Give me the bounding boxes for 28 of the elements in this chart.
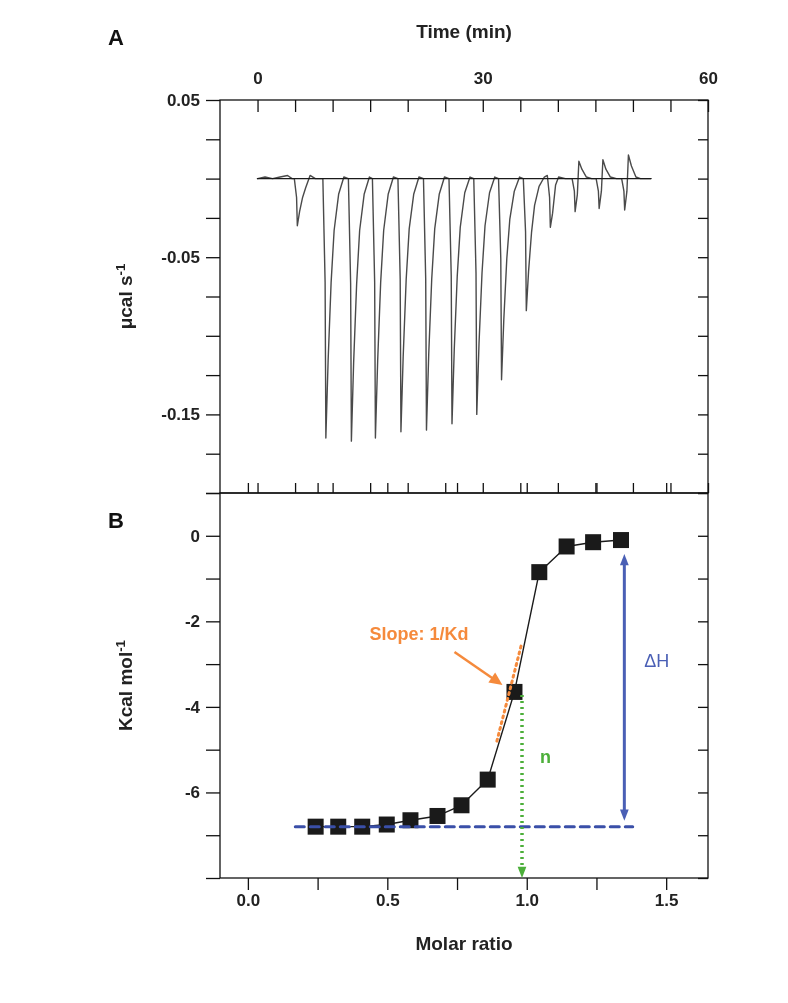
x-axis-title: Time (min) — [416, 21, 512, 42]
annotation: n — [540, 746, 551, 767]
y-tick-label: -6 — [184, 783, 200, 803]
x-tick-label: 30 — [473, 69, 493, 88]
point — [429, 807, 446, 824]
point — [558, 538, 575, 555]
x-tick-label: 1.0 — [515, 891, 540, 911]
point — [613, 532, 629, 549]
y-tick-label: -0.05 — [161, 248, 200, 268]
annotation: Slope: 1/Kd — [369, 623, 469, 644]
x-tick-label: 0.0 — [236, 891, 261, 911]
x-tick-label: 0 — [253, 69, 263, 88]
point — [453, 797, 470, 814]
point — [479, 771, 496, 788]
y-tick-label: 0 — [190, 526, 200, 546]
y-tick-label: -0.15 — [161, 405, 200, 425]
x-tick-label: 1.5 — [654, 891, 679, 911]
annotation: ΔH — [644, 651, 670, 672]
y-tick-label: 0.05 — [166, 90, 200, 110]
x-axis-title: Molar ratio — [415, 933, 513, 954]
x-tick-label: 60 — [699, 69, 718, 88]
x-tick-label: 0.5 — [375, 891, 400, 911]
point — [531, 564, 548, 581]
point — [585, 534, 602, 551]
y-tick-label: -4 — [184, 697, 201, 717]
text: B — [108, 508, 124, 533]
y-tick-label: -2 — [184, 612, 200, 632]
text: A — [108, 25, 124, 50]
